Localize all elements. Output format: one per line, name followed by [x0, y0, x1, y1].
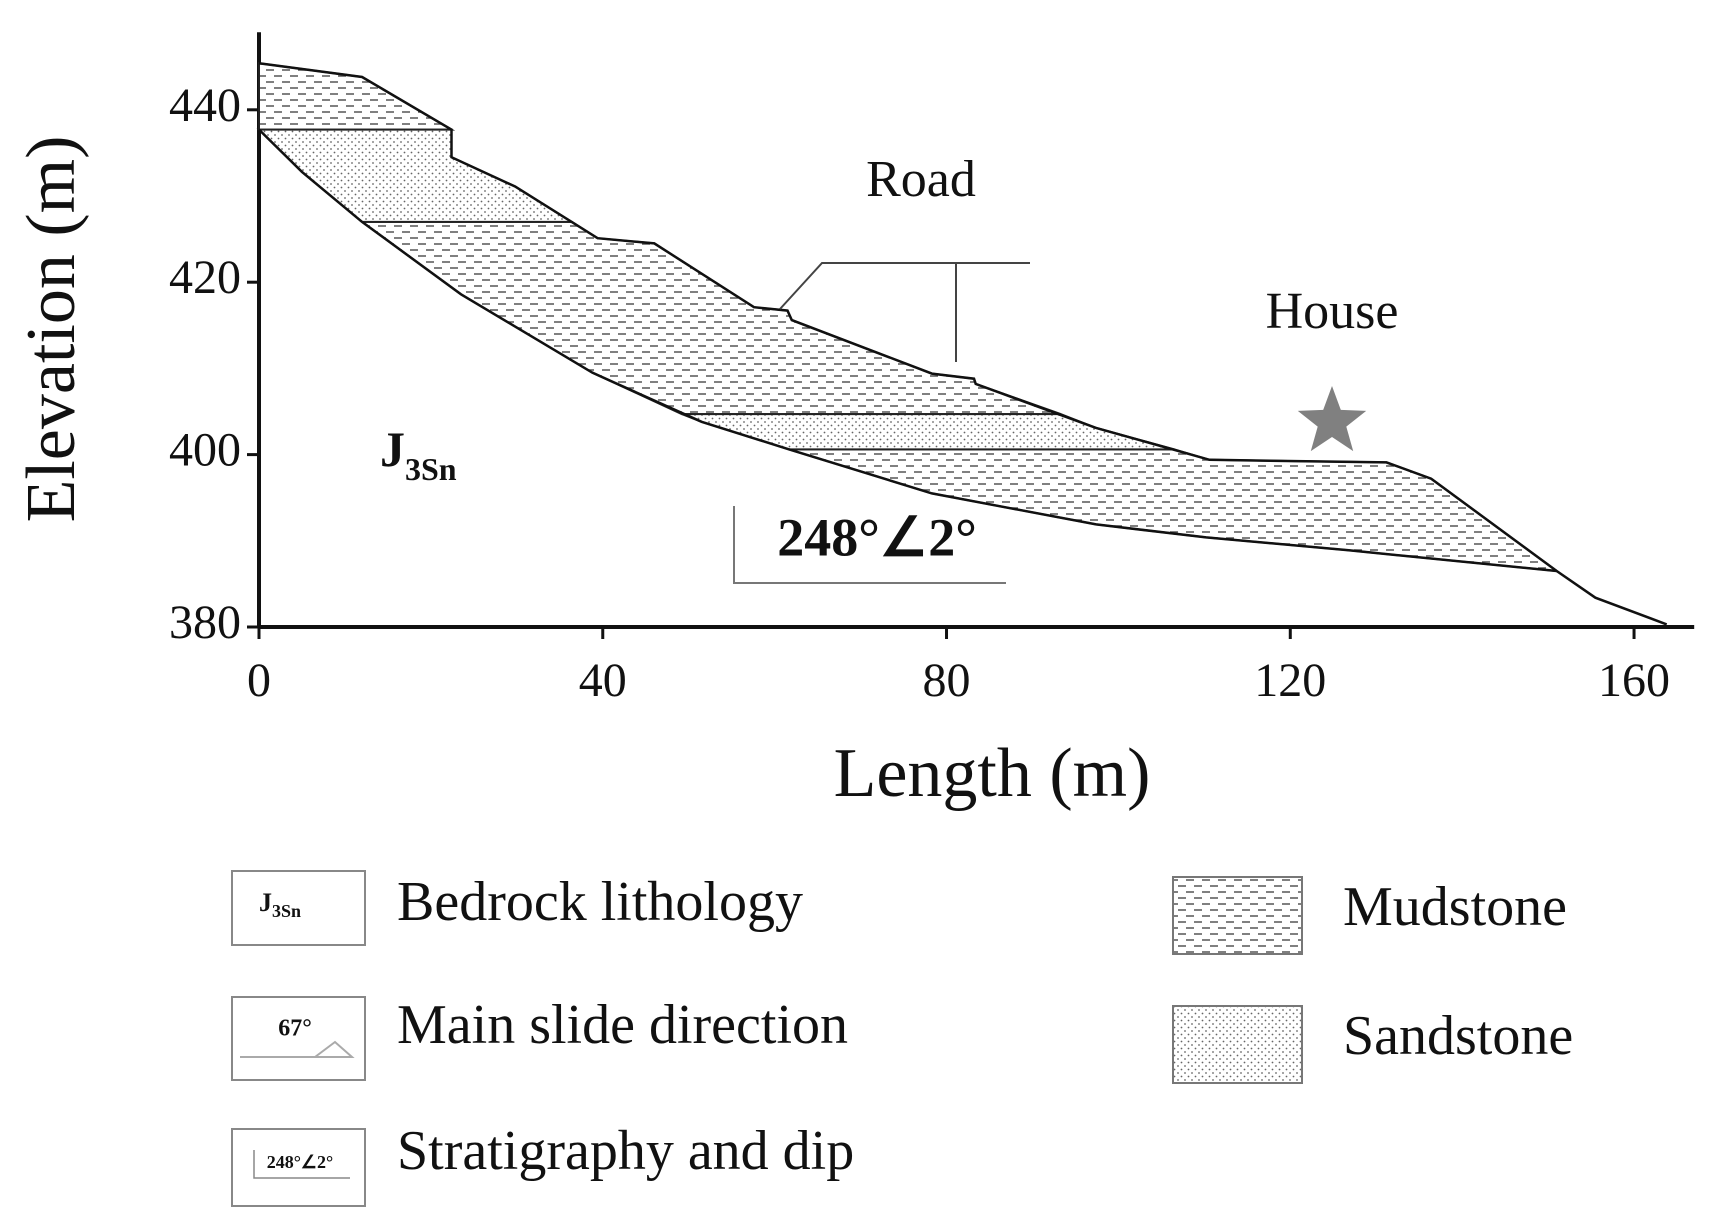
- slide-icon: [240, 1040, 355, 1058]
- series-legend: Mudstone Sandstone: [1172, 876, 1573, 1084]
- x-tick-label: 0: [247, 654, 271, 707]
- legend-label: Bedrock lithology: [397, 871, 803, 933]
- legend-symbol: 248°∠2°: [267, 1152, 334, 1172]
- ground-surface: [258, 62, 1668, 626]
- dip-icon: [253, 1150, 350, 1179]
- legend-label: Main slide direction: [397, 994, 848, 1056]
- slide-surface: [258, 128, 1557, 573]
- legend-swatch: [1172, 876, 1303, 955]
- bedrock-symbol: J: [380, 421, 405, 477]
- house-label: House: [1266, 283, 1399, 340]
- layer-dots: [681, 413, 1175, 451]
- legend-box: [231, 870, 366, 946]
- legend-label: Mudstone: [1343, 876, 1567, 938]
- y-axis-title: Elevation (m): [13, 136, 90, 523]
- plot-area: 380 400 420 440 0 40 80 120 160: [169, 32, 1695, 707]
- x-axis-title: Length (m): [834, 735, 1151, 812]
- x-tick-label: 160: [1598, 654, 1670, 707]
- legend-box: [231, 1128, 366, 1207]
- y-tick-label: 440: [169, 79, 241, 132]
- dip-label: 248°∠2°: [777, 507, 977, 567]
- y-tick-label: 380: [169, 596, 241, 649]
- bedrock-label: J3Sn: [380, 421, 457, 487]
- x-tick-label: 120: [1254, 654, 1326, 707]
- road-line: [779, 262, 1030, 310]
- x-tick-label: 40: [579, 654, 627, 707]
- legend-symbol: 67°: [278, 1016, 312, 1042]
- legend-label: Sandstone: [1343, 1005, 1573, 1067]
- legend-symbol-main: J: [259, 888, 272, 917]
- dip-symbol: [733, 506, 1006, 584]
- legend-symbol-sub: 3Sn: [272, 901, 301, 921]
- y-tick-label: 420: [169, 251, 241, 304]
- legend-box: [231, 996, 366, 1081]
- house-star: [1297, 386, 1367, 452]
- legend-label: Stratigraphy and dip: [397, 1120, 854, 1182]
- legend-symbol: J3Sn: [259, 888, 301, 921]
- x-tick-label: 80: [923, 654, 971, 707]
- layer-dashes: [258, 62, 456, 131]
- legend: J3Sn Bedrock lithology 67° Main slide di…: [231, 870, 854, 1207]
- legend-swatch: [1172, 1005, 1303, 1084]
- y-tick-label: 400: [169, 424, 241, 477]
- bedrock-subscript: 3Sn: [405, 451, 457, 487]
- road-label: Road: [866, 151, 976, 208]
